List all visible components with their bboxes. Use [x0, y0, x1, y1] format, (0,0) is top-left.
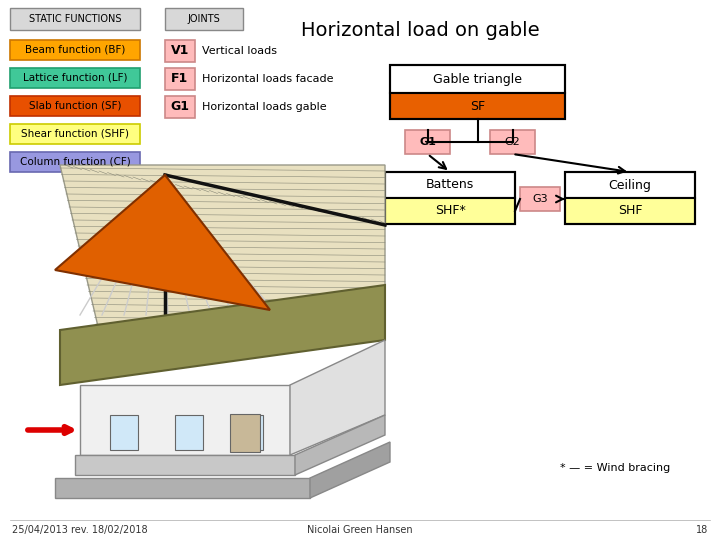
Text: SHF*: SHF*	[435, 205, 465, 218]
Bar	[165, 68, 195, 90]
Text: Slab function (SF): Slab function (SF)	[29, 101, 121, 111]
Bar	[10, 152, 140, 172]
Text: G1: G1	[419, 137, 436, 147]
Text: JOINTS: JOINTS	[188, 14, 220, 24]
Text: Horizontal loads gable: Horizontal loads gable	[202, 102, 327, 112]
Text: Beam function (BF): Beam function (BF)	[24, 45, 125, 55]
Polygon shape	[75, 455, 295, 475]
Bar	[385, 172, 515, 198]
Text: SF: SF	[470, 99, 485, 112]
Text: G2: G2	[505, 137, 521, 147]
Text: Lattice function (LF): Lattice function (LF)	[23, 73, 127, 83]
Text: G1: G1	[171, 100, 189, 113]
Bar	[390, 65, 565, 119]
Text: Column function (CF): Column function (CF)	[19, 157, 130, 167]
Polygon shape	[295, 415, 385, 475]
Bar	[10, 40, 140, 60]
Text: Nicolai Green Hansen: Nicolai Green Hansen	[307, 525, 413, 535]
Polygon shape	[60, 285, 385, 385]
Bar	[385, 198, 515, 224]
Bar	[405, 130, 450, 154]
Text: Gable triangle: Gable triangle	[433, 72, 522, 85]
Text: Vertical loads: Vertical loads	[202, 46, 277, 56]
Bar	[565, 198, 695, 224]
Bar	[110, 415, 138, 450]
Text: V1: V1	[171, 44, 189, 57]
Polygon shape	[55, 478, 310, 498]
Bar	[390, 93, 565, 119]
Text: Horizontal load on gable: Horizontal load on gable	[301, 21, 539, 39]
Text: G3: G3	[532, 194, 548, 204]
Text: STATIC FUNCTIONS: STATIC FUNCTIONS	[29, 14, 121, 24]
Text: Ceiling: Ceiling	[608, 179, 652, 192]
Text: Shear function (SHF): Shear function (SHF)	[21, 129, 129, 139]
Text: 25/04/2013 rev. 18/02/2018: 25/04/2013 rev. 18/02/2018	[12, 525, 148, 535]
Bar	[10, 68, 140, 88]
Bar	[165, 40, 195, 62]
Bar	[235, 415, 263, 450]
Bar	[10, 96, 140, 116]
Bar	[565, 172, 695, 198]
Bar	[10, 124, 140, 144]
Bar	[490, 130, 535, 154]
Polygon shape	[80, 385, 290, 455]
Polygon shape	[290, 340, 385, 455]
Bar	[175, 415, 203, 450]
Bar	[165, 96, 195, 118]
Polygon shape	[60, 165, 385, 335]
Text: 18: 18	[696, 525, 708, 535]
Text: F1: F1	[171, 72, 189, 85]
Bar	[565, 172, 695, 224]
Text: SHF: SHF	[618, 205, 642, 218]
Bar	[230, 414, 260, 452]
Polygon shape	[310, 442, 390, 498]
Bar	[385, 172, 515, 224]
Bar	[10, 8, 140, 30]
Text: Horizontal loads facade: Horizontal loads facade	[202, 74, 333, 84]
Bar	[520, 187, 560, 211]
Bar	[390, 65, 565, 93]
Polygon shape	[55, 175, 270, 310]
Bar	[165, 8, 243, 30]
Text: Battens: Battens	[426, 179, 474, 192]
Text: * — = Wind bracing: * — = Wind bracing	[560, 463, 670, 473]
